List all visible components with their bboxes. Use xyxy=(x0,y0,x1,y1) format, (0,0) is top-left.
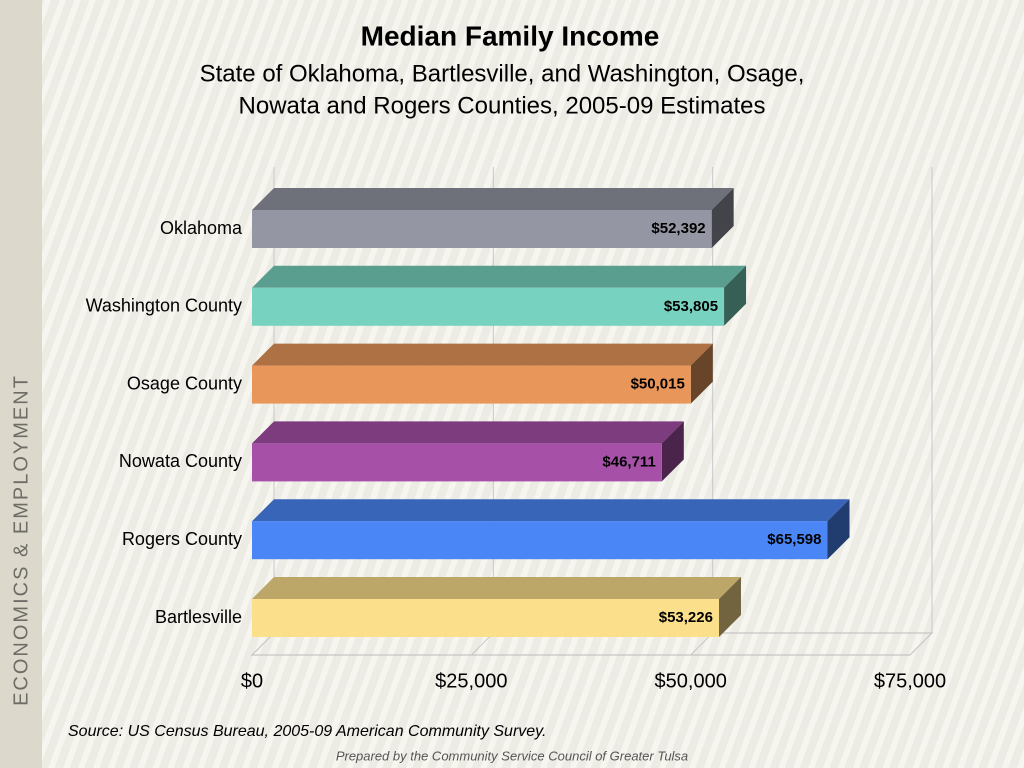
y-tick-label: Osage County xyxy=(127,373,242,393)
value-label: $52,392 xyxy=(651,220,705,237)
bar-side xyxy=(690,343,713,404)
bar xyxy=(252,521,828,560)
bar-top xyxy=(252,343,713,366)
bar-side xyxy=(718,577,741,637)
bar-top xyxy=(252,577,741,599)
side-label: ECONOMICS & EMPLOYMENT xyxy=(10,374,32,706)
value-label: $65,598 xyxy=(767,531,821,548)
bar-side xyxy=(724,265,747,326)
bar xyxy=(252,210,712,248)
y-tick-label: Bartlesville xyxy=(155,607,242,627)
bar-side xyxy=(661,421,684,482)
bar-top xyxy=(252,265,747,288)
bar-top xyxy=(252,188,734,210)
value-label: $46,711 xyxy=(602,453,655,470)
x-tick-label: $75,000 xyxy=(874,670,946,692)
x-tick-label: $25,000 xyxy=(435,670,507,692)
grid-line xyxy=(909,632,933,656)
source-note: Source: US Census Bureau, 2005-09 Americ… xyxy=(68,723,546,740)
side-panel xyxy=(0,0,42,768)
bar-side xyxy=(827,499,850,560)
chart-title: Median Family Income xyxy=(361,20,660,51)
plot: $0 $25,000 $50,000 $75,000 $52,392 Oklahoma $5… xyxy=(86,167,946,692)
bar xyxy=(252,287,725,326)
chart-subtitle: Nowata and Rogers Counties, 2005-09 Esti… xyxy=(239,92,766,119)
bar xyxy=(252,365,691,404)
value-label: $53,805 xyxy=(664,298,718,315)
value-label: $50,015 xyxy=(631,376,685,393)
bar-side xyxy=(711,188,734,248)
chart-subtitle: State of Oklahoma, Bartlesville, and Was… xyxy=(200,60,805,87)
y-tick-label: Rogers County xyxy=(122,529,242,549)
y-tick-label: Washington County xyxy=(86,296,242,316)
x-tick-label: $50,000 xyxy=(655,670,727,692)
value-label: $53,226 xyxy=(659,609,713,626)
bar-top xyxy=(252,421,684,444)
x-tick-label: $0 xyxy=(241,670,263,692)
bar-top xyxy=(252,499,850,522)
y-tick-label: Oklahoma xyxy=(160,218,243,238)
bar xyxy=(252,443,662,482)
y-tick-label: Nowata County xyxy=(119,451,242,471)
footer: Prepared by the Community Service Counci… xyxy=(336,748,688,763)
bar xyxy=(252,599,719,637)
